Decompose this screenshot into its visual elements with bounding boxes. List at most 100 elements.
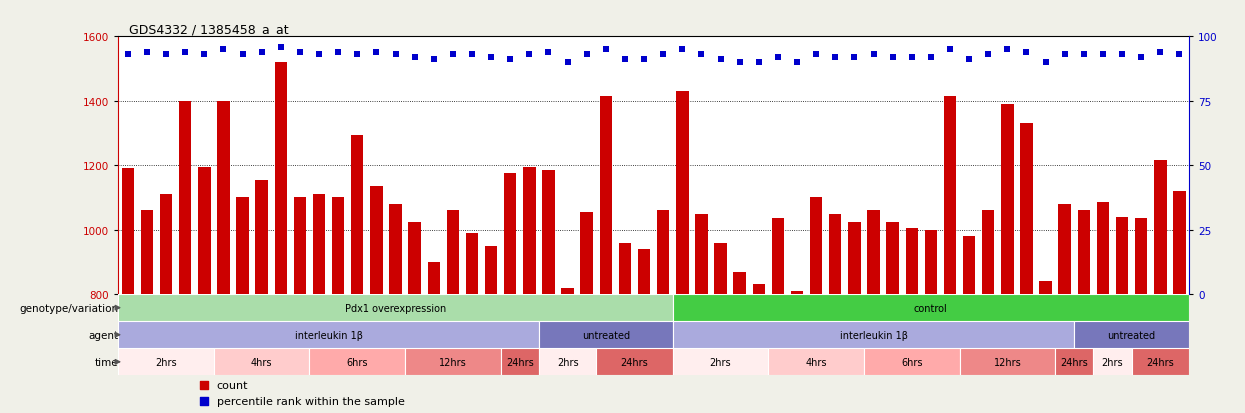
Point (634, 57, 654, 64)
Bar (1020, 124, 1032, 294)
Point (768, 55, 788, 61)
Bar (118, 321, 539, 349)
Bar (810, 198, 823, 294)
Bar (982, 211, 995, 294)
Bar (1055, 349, 1093, 375)
Bar (427, 262, 439, 294)
Point (940, 47, 960, 53)
Text: 6hrs: 6hrs (346, 357, 369, 367)
Point (194, 398, 214, 405)
Bar (695, 214, 707, 294)
Point (979, 52, 998, 59)
Point (347, 52, 367, 59)
Point (921, 55, 941, 61)
Text: interleukin 1β: interleukin 1β (295, 330, 362, 340)
Point (137, 49, 157, 56)
Point (176, 49, 195, 56)
Point (1169, 52, 1189, 59)
Point (883, 55, 903, 61)
Point (1074, 52, 1094, 59)
Bar (1116, 217, 1128, 294)
Point (1132, 55, 1152, 61)
Bar (829, 214, 842, 294)
Point (500, 57, 520, 64)
Text: 2hrs: 2hrs (710, 357, 731, 367)
Bar (484, 246, 497, 294)
Point (309, 52, 329, 59)
Point (959, 57, 979, 64)
Text: interleukin 1β: interleukin 1β (839, 330, 908, 340)
Bar (504, 174, 517, 294)
Bar (237, 198, 249, 294)
Text: count: count (217, 380, 248, 390)
Bar (275, 63, 288, 294)
Bar (217, 102, 229, 294)
Bar (1173, 192, 1185, 294)
Bar (1001, 104, 1013, 294)
Bar (310, 349, 405, 375)
Text: untreated: untreated (581, 330, 630, 340)
Point (443, 52, 463, 59)
Bar (1097, 203, 1109, 294)
Bar (523, 167, 535, 294)
Bar (159, 195, 172, 294)
Bar (1132, 349, 1189, 375)
Text: GDS4332 / 1385458_a_at: GDS4332 / 1385458_a_at (129, 23, 289, 36)
Bar (637, 249, 650, 294)
Bar (1040, 282, 1052, 294)
Point (405, 55, 425, 61)
Bar (619, 243, 631, 294)
Point (748, 59, 768, 66)
Bar (447, 211, 459, 294)
Bar (580, 212, 593, 294)
Text: 2hrs: 2hrs (557, 357, 579, 367)
Point (329, 49, 349, 56)
Bar (405, 349, 500, 375)
Bar (294, 198, 306, 294)
Text: 4hrs: 4hrs (251, 357, 273, 367)
Point (1016, 49, 1036, 56)
Point (251, 49, 271, 56)
Point (118, 52, 138, 59)
Point (844, 55, 864, 61)
Bar (370, 187, 382, 294)
Bar (1058, 204, 1071, 294)
Point (1150, 49, 1170, 56)
Point (576, 52, 596, 59)
Point (1093, 52, 1113, 59)
Text: untreated: untreated (1108, 330, 1155, 340)
Point (233, 52, 253, 59)
Text: percentile rank within the sample: percentile rank within the sample (217, 396, 405, 406)
Bar (543, 171, 555, 294)
Bar (715, 243, 727, 294)
Point (807, 52, 827, 59)
Text: genotype/variation: genotype/variation (19, 303, 118, 313)
Bar (600, 97, 613, 294)
Text: 24hrs: 24hrs (505, 357, 534, 367)
Point (519, 52, 539, 59)
Text: Pdx1 overexpression: Pdx1 overexpression (345, 303, 446, 313)
Text: 12hrs: 12hrs (994, 357, 1021, 367)
Bar (886, 222, 899, 294)
Point (194, 52, 214, 59)
Bar (672, 294, 1189, 321)
Bar (960, 349, 1055, 375)
Bar (198, 167, 210, 294)
Text: 6hrs: 6hrs (901, 357, 923, 367)
Point (290, 49, 310, 56)
Point (1112, 52, 1132, 59)
Point (386, 52, 406, 59)
Bar (905, 228, 918, 294)
Point (596, 47, 616, 53)
Point (423, 57, 443, 64)
Bar (768, 349, 864, 375)
Text: agent: agent (88, 330, 118, 340)
Bar (962, 237, 975, 294)
Text: 24hrs: 24hrs (1061, 357, 1088, 367)
Bar (390, 204, 402, 294)
Point (213, 47, 233, 53)
Point (1055, 52, 1074, 59)
Bar (118, 294, 672, 321)
Bar (791, 291, 803, 294)
Point (366, 49, 386, 56)
